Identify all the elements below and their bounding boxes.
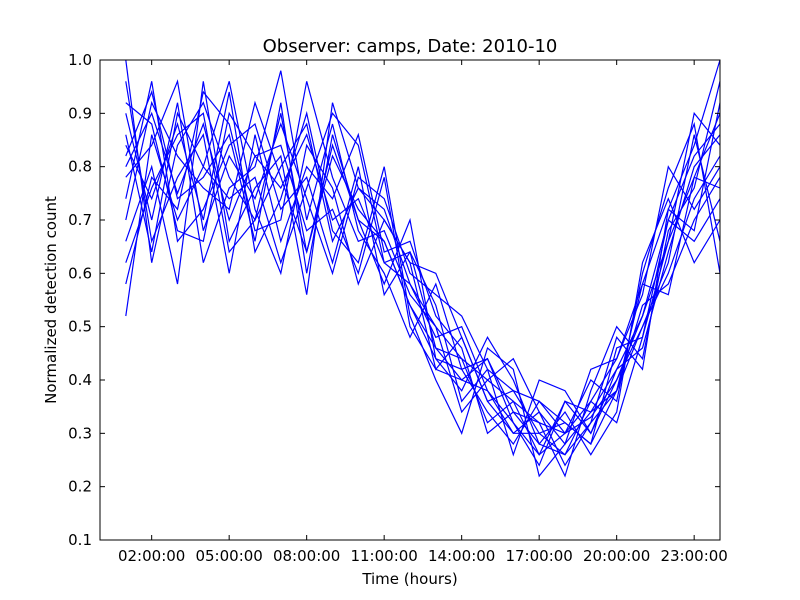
x-tick-label: 02:00:00 bbox=[118, 547, 185, 565]
plot-frame bbox=[99, 59, 721, 541]
y-tick-label: 0.3 bbox=[68, 424, 92, 442]
x-tick-label: 08:00:00 bbox=[273, 547, 340, 565]
series-line-14 bbox=[125, 112, 721, 445]
x-tick-label: 20:00:00 bbox=[583, 547, 650, 565]
y-tick-label: 0.5 bbox=[68, 318, 92, 336]
series-line-1 bbox=[125, 111, 721, 434]
y-tick-label: 0.2 bbox=[68, 478, 92, 496]
series-line-13 bbox=[125, 102, 721, 456]
x-tick-label: 05:00:00 bbox=[195, 547, 262, 565]
y-tick-label: 0.1 bbox=[68, 531, 92, 549]
plot-area bbox=[100, 60, 720, 540]
chart-title: Observer: camps, Date: 2010-10 bbox=[263, 36, 558, 57]
series-line-9 bbox=[125, 100, 721, 456]
series-line-8 bbox=[125, 81, 721, 478]
y-tick-label: 0.6 bbox=[68, 264, 92, 282]
series-line-11 bbox=[125, 81, 721, 446]
series-layer bbox=[125, 59, 721, 478]
x-tick-label: 23:00:00 bbox=[660, 547, 727, 565]
series-line-12 bbox=[125, 111, 721, 456]
x-tick-label: 17:00:00 bbox=[505, 547, 572, 565]
x-tick-label: 14:00:00 bbox=[428, 547, 495, 565]
tick-layer: 02:00:00 05:00:00 08:00:00 11:00:00 14:00:00… bbox=[68, 51, 728, 565]
y-tick-label: 0.8 bbox=[68, 158, 92, 176]
y-tick-label: 1.0 bbox=[68, 51, 92, 69]
y-tick-label: 0.9 bbox=[68, 104, 92, 122]
y-tick-label: 0.7 bbox=[68, 211, 92, 229]
x-tick-label: 11:00:00 bbox=[350, 547, 417, 565]
y-axis-label: Normalized detection count bbox=[42, 196, 60, 404]
series-line-15 bbox=[125, 90, 721, 467]
x-axis-label: Time (hours) bbox=[361, 570, 457, 588]
y-tick-label: 0.4 bbox=[68, 371, 92, 389]
